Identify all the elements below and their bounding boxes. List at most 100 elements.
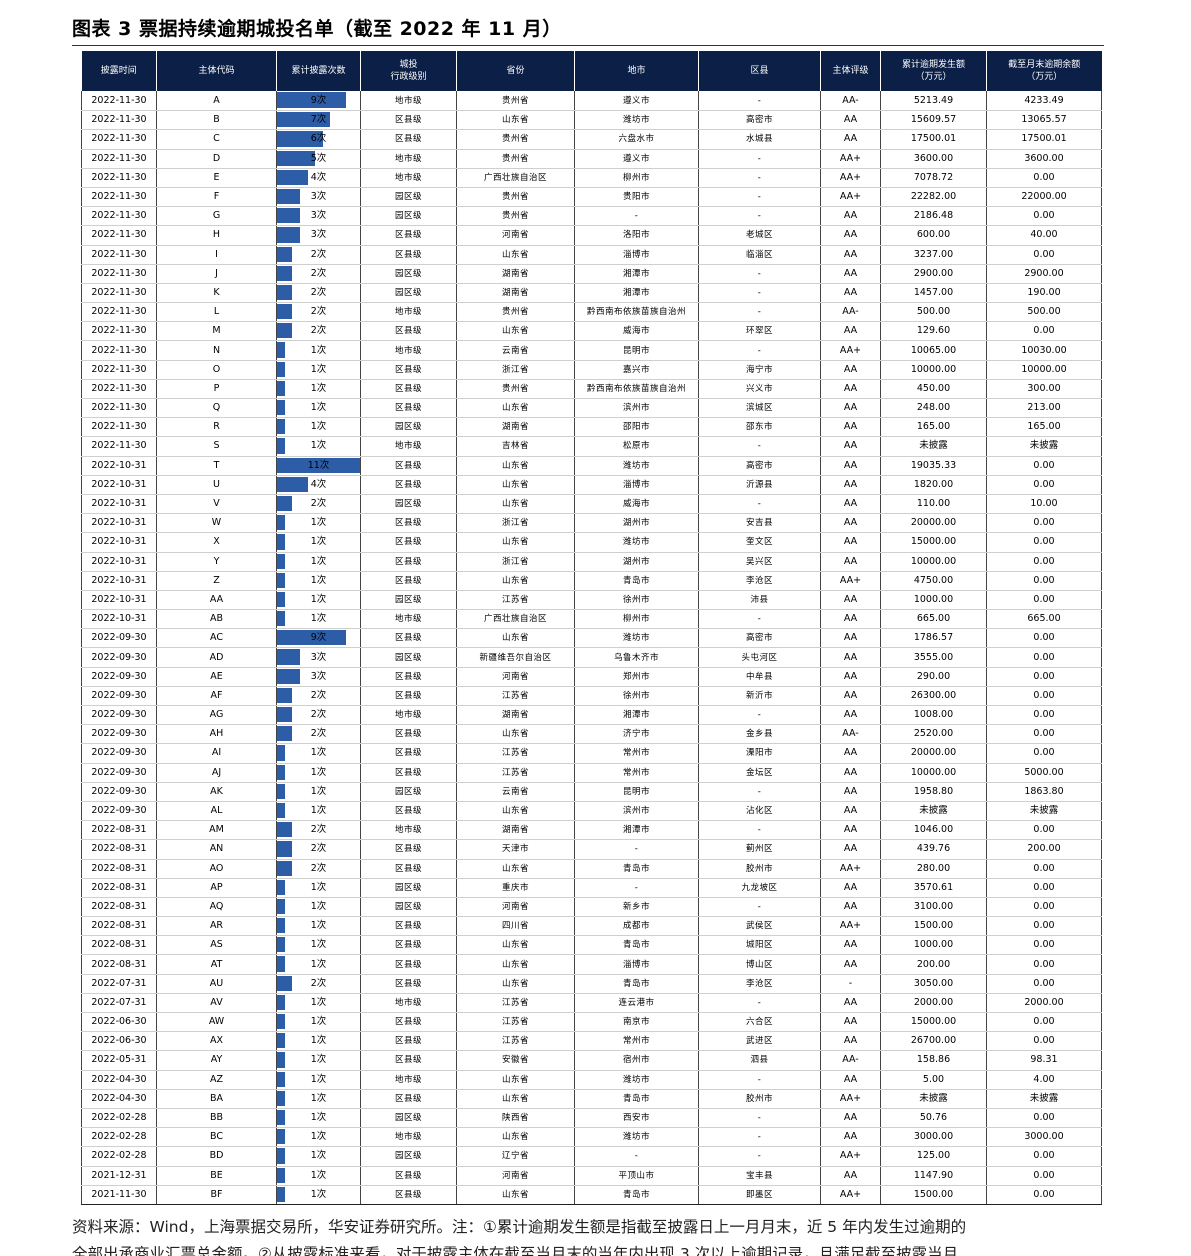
- cell-month-end-balance: 0.00: [986, 532, 1102, 553]
- cell-disclosure-date: 2022-11-30: [81, 245, 157, 265]
- cell-disclosure-count: 2次: [276, 321, 361, 342]
- table-row: 2022-11-30 Q 1次 区县级 山东省 滨州市 滨城区 AA 248.00 213.00: [81, 398, 1102, 419]
- cell-cumulative-overdue: 1820.00: [880, 475, 987, 495]
- cell-admin-level: 区县级: [360, 1012, 457, 1033]
- cell-admin-level: 园区级: [360, 782, 457, 802]
- cell-entity-code: AK: [156, 782, 277, 802]
- cell-district: 老城区: [698, 225, 821, 246]
- cell-month-end-balance: 0.00: [986, 590, 1102, 611]
- cell-month-end-balance: 40.00: [986, 225, 1102, 246]
- cell-cumulative-overdue: 200.00: [880, 954, 987, 975]
- cell-disclosure-date: 2022-08-31: [81, 859, 157, 879]
- cell-admin-level: 地市级: [360, 168, 457, 188]
- cell-disclosure-count: 2次: [276, 724, 361, 745]
- cell-entity-code: R: [156, 417, 277, 438]
- cell-month-end-balance: 165.00: [986, 417, 1102, 438]
- cell-city: 滨州市: [574, 398, 699, 419]
- cell-district: 蓟州区: [698, 839, 821, 860]
- cell-city: 滨州市: [574, 801, 699, 822]
- cell-month-end-balance: 10.00: [986, 494, 1102, 515]
- cell-city: 湘潭市: [574, 705, 699, 726]
- cell-rating: AA: [820, 782, 881, 802]
- count-value: 4次: [310, 478, 327, 490]
- table-row: 2022-11-30 C 6次 区县级 贵州省 六盘水市 水城县 AA 17500.01 1750…: [81, 129, 1102, 150]
- cell-city: 贵阳市: [574, 187, 699, 208]
- table-row: 2022-11-30 B 7次 区县级 山东省 潍坊市 高密市 AA 15609.57 13065…: [81, 110, 1102, 131]
- count-bar: [277, 495, 293, 512]
- cell-city: -: [574, 206, 699, 227]
- cell-cumulative-overdue: 3000.00: [880, 1127, 987, 1148]
- cell-disclosure-count: 3次: [276, 187, 361, 208]
- cell-month-end-balance: 22000.00: [986, 187, 1102, 208]
- cell-month-end-balance: 190.00: [986, 283, 1102, 304]
- cell-disclosure-date: 2022-08-31: [81, 839, 157, 860]
- cell-disclosure-count: 1次: [276, 763, 361, 783]
- count-value: 1次: [310, 996, 327, 1008]
- count-value: 2次: [310, 843, 327, 855]
- count-bar: [277, 131, 323, 147]
- count-bar: [277, 783, 285, 799]
- cell-admin-level: 区县级: [360, 245, 457, 265]
- cell-rating: AA: [820, 647, 881, 668]
- cell-entity-code: F: [156, 187, 277, 208]
- cell-cumulative-overdue: 1500.00: [880, 916, 987, 937]
- cell-rating: AA: [820, 993, 881, 1014]
- cell-admin-level: 区县级: [360, 724, 457, 745]
- table-row: 2022-10-31 AA 1次 园区级 江苏省 徐州市 沛县 AA 1000.00 0.00: [81, 590, 1102, 611]
- cell-cumulative-overdue: 26700.00: [880, 1031, 987, 1052]
- cell-month-end-balance: 0.00: [986, 168, 1102, 188]
- cell-rating: AA: [820, 494, 881, 515]
- cell-entity-code: Y: [156, 552, 277, 572]
- cell-entity-code: AY: [156, 1050, 277, 1071]
- cell-disclosure-date: 2022-11-30: [81, 110, 157, 131]
- cell-disclosure-count: 4次: [276, 168, 361, 188]
- table-row: 2022-07-31 AU 2次 区县级 山东省 青岛市 李沧区 -3050.00 0.00: [81, 974, 1102, 994]
- cell-entity-code: E: [156, 168, 277, 188]
- cell-city: 平顶山市: [574, 1166, 699, 1186]
- cell-admin-level: 园区级: [360, 417, 457, 438]
- cell-rating: AA: [820, 801, 881, 822]
- cell-rating: AA: [820, 283, 881, 304]
- count-value: 1次: [310, 1092, 327, 1104]
- cell-cumulative-overdue: 5.00: [880, 1070, 987, 1090]
- cell-disclosure-count: 1次: [276, 1146, 361, 1167]
- count-bar: [277, 841, 293, 857]
- count-bar: [277, 1090, 285, 1106]
- cell-month-end-balance: 0.00: [986, 1146, 1102, 1167]
- table-row: 2022-10-31 AB 1次 地市级 广西壮族自治区 柳州市 - AA 665.00 665.…: [81, 609, 1102, 630]
- cell-admin-level: 区县级: [360, 954, 457, 975]
- cell-disclosure-date: 2022-08-31: [81, 935, 157, 956]
- cell-entity-code: O: [156, 360, 277, 380]
- cell-disclosure-date: 2022-05-31: [81, 1050, 157, 1071]
- cell-cumulative-overdue: 19035.33: [880, 456, 987, 476]
- count-bar: [277, 1167, 285, 1183]
- cell-entity-code: BC: [156, 1127, 277, 1148]
- table-header-row: 披露时间 主体代码 累计披露次数 城投 行政级别 省份 地市 区县 主体评级 累计逾期发生额 （万元…: [81, 51, 1102, 91]
- cell-cumulative-overdue: 1046.00: [880, 820, 987, 841]
- table-row: 2021-11-30 BF 1次 区县级 山东省 青岛市 即墨区 AA+ 1500.00 0.00: [81, 1185, 1102, 1205]
- count-bar: [277, 726, 293, 742]
- cell-admin-level: 区县级: [360, 763, 457, 783]
- count-value: 1次: [310, 382, 327, 394]
- cell-province: 云南省: [456, 782, 575, 802]
- cell-month-end-balance: 98.31: [986, 1050, 1102, 1071]
- cell-entity-code: AL: [156, 801, 277, 822]
- cell-cumulative-overdue: 15000.00: [880, 532, 987, 553]
- cell-disclosure-count: 1次: [276, 571, 361, 591]
- cell-admin-level: 区县级: [360, 743, 457, 764]
- cell-disclosure-date: 2022-10-31: [81, 532, 157, 553]
- cell-month-end-balance: 4.00: [986, 1070, 1102, 1090]
- cell-district: 胶州市: [698, 859, 821, 879]
- cell-district: -: [698, 149, 821, 169]
- cell-district: 海宁市: [698, 360, 821, 380]
- cell-district: 博山区: [698, 954, 821, 975]
- cell-district: -: [698, 1146, 821, 1167]
- cell-disclosure-date: 2022-08-31: [81, 878, 157, 898]
- count-value: 1次: [310, 1054, 327, 1066]
- cell-admin-level: 园区级: [360, 187, 457, 208]
- cell-entity-code: P: [156, 379, 277, 400]
- cell-disclosure-date: 2022-10-31: [81, 571, 157, 591]
- cell-cumulative-overdue: 2520.00: [880, 724, 987, 745]
- cell-cumulative-overdue: 2000.00: [880, 993, 987, 1014]
- cell-district: 临淄区: [698, 245, 821, 265]
